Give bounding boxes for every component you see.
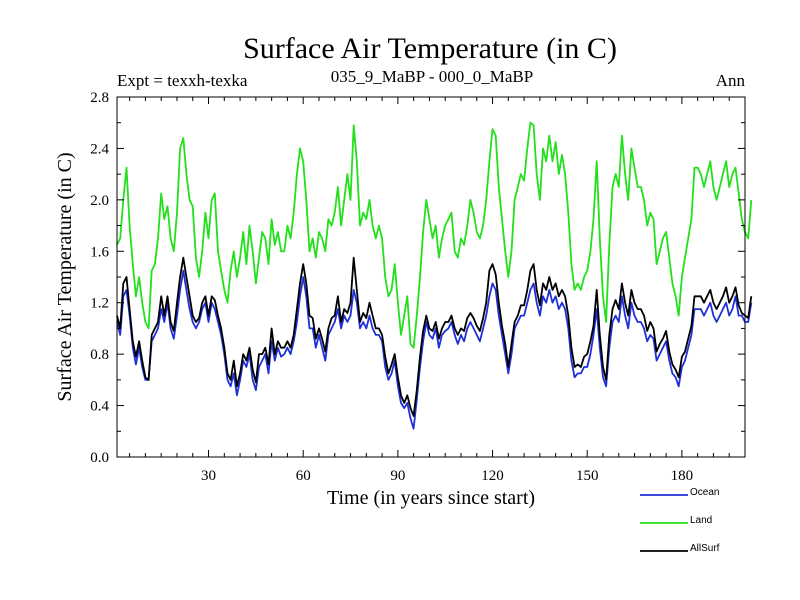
experiment-label: Expt = texxh-texka [117,71,248,90]
series-line-land [116,121,753,349]
y-tick-label: 1.6 [90,244,109,260]
legend-item-land: Land [640,515,712,526]
y-tick-label: 0.0 [90,450,109,466]
legend: Ocean Land AllSurf [640,487,720,554]
legend-label: Ocean [690,487,719,498]
x-tick-label: 90 [390,468,405,484]
y-tick-label: 2.8 [90,90,109,106]
y-tick-label: 1.2 [90,296,109,312]
legend-label: Land [690,515,712,526]
x-tick-label: 30 [201,468,216,484]
season-label: Ann [716,71,746,90]
y-tick-label: 2.4 [90,141,109,157]
x-tick-label: 120 [481,468,504,484]
x-tick-label: 150 [576,468,599,484]
x-axis-label: Time (in years since start) [327,487,535,509]
x-tick-label: 60 [296,468,311,484]
period-label: 035_9_MaBP - 000_0_MaBP [331,67,533,86]
legend-item-ocean: Ocean [640,487,719,498]
plot-frame [116,96,746,458]
y-tick-label: 2.0 [90,193,109,209]
axis-ticks: 0.0 0.4 0.8 1.2 1.6 2.0 2.4 2.8 30 60 90 120 150 180 [90,90,745,484]
y-tick-label: 0.4 [90,399,109,415]
y-tick-label: 0.8 [90,347,109,363]
series-line-allsurf [116,256,753,417]
plot-lines [116,121,753,430]
series-line-ocean [116,269,753,430]
legend-label: AllSurf [690,543,720,554]
legend-item-allsurf: AllSurf [640,543,720,554]
chart-title: Surface Air Temperature (in C) [243,32,617,65]
x-tick-label: 180 [671,468,694,484]
y-axis-label: Surface Air Temperature (in C) [54,152,76,401]
